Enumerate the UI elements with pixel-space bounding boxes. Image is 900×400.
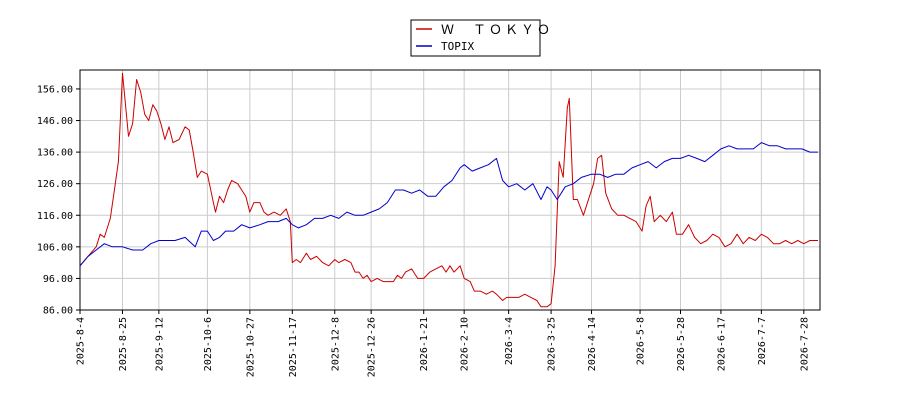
series-layer	[79, 72, 818, 308]
x-tick-label: 2025-10-6	[203, 317, 214, 371]
series-line-topix	[79, 142, 818, 267]
series-line-w-tokyo	[79, 72, 818, 308]
y-tick-label: 96.00	[43, 274, 73, 285]
x-tick-label: 2026-5-28	[676, 317, 687, 371]
y-tick-label: 156.00	[37, 84, 73, 95]
x-tick-label: 2026-4-14	[587, 317, 598, 371]
x-tick-label: 2026-3-25	[547, 317, 558, 371]
x-tick-label: 2026-1-21	[419, 317, 430, 371]
y-tick-label: 146.00	[37, 116, 73, 127]
x-tick-label: 2025-12-26	[367, 317, 378, 377]
legend-label-w-tokyo: Ｗ ＴＯＫＹＯ	[441, 23, 553, 38]
x-tick-label: 2026-7-7	[757, 317, 768, 365]
legend-label-topix: TOPIX	[441, 40, 474, 53]
x-tick-label: 2025-9-12	[154, 317, 165, 371]
x-tick-label: 2025-11-17	[288, 317, 299, 377]
y-axis: 86.00 96.00 106.00 116.00 126.00 136.00 146.00…	[37, 84, 80, 317]
y-tick-label: 106.00	[37, 242, 73, 253]
x-tick-label: 2026-2-10	[460, 317, 471, 371]
y-tick-label: 86.00	[43, 306, 73, 317]
x-tick-label: 2026-6-17	[716, 317, 727, 371]
x-tick-label: 2025-12-8	[330, 317, 341, 371]
x-tick-label: 2025-8-4	[76, 317, 87, 365]
y-tick-label: 116.00	[37, 211, 73, 222]
y-tick-label: 136.00	[37, 148, 73, 159]
plot-frame	[79, 69, 821, 311]
x-tick-label: 2026-7-28	[799, 317, 810, 371]
legend: Ｗ ＴＯＫＹＯ TOPIX	[410, 19, 553, 57]
legend-box	[410, 19, 541, 57]
x-tick-label: 2026-3-4	[504, 317, 515, 365]
y-tick-label: 126.00	[37, 179, 73, 190]
x-tick-label: 2026-5-8	[636, 317, 647, 365]
x-axis: 2025-8-4 2025-8-25 2025-9-12 2025-10-6 2025-…	[76, 310, 810, 377]
x-tick-label: 2025-10-27	[245, 317, 256, 377]
x-tick-label: 2025-8-25	[118, 317, 129, 371]
